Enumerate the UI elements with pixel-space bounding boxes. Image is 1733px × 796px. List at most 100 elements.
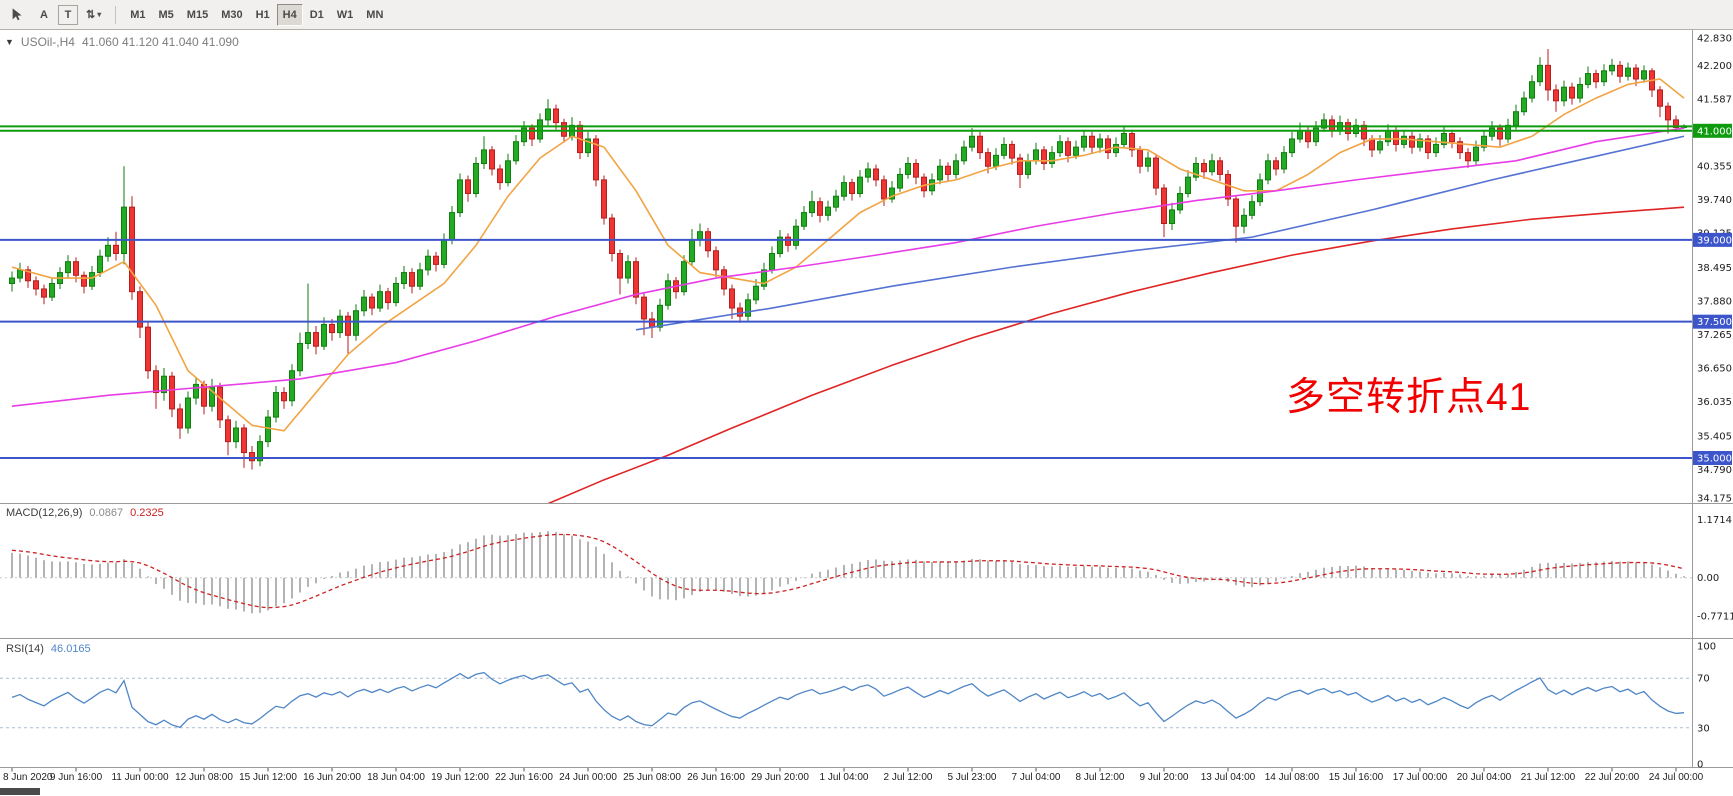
text-tool-button[interactable]: T <box>58 4 78 25</box>
timeframe-button-d1[interactable]: D1 <box>304 4 330 26</box>
timeframe-button-mn[interactable]: MN <box>360 4 389 26</box>
time-axis-label: 9 Jul 20:00 <box>1139 772 1189 783</box>
candle-body <box>1593 73 1599 83</box>
candle-body <box>481 149 487 165</box>
candle-body <box>9 277 15 284</box>
candle-body <box>689 239 695 263</box>
candle-body <box>337 315 343 334</box>
candle-body <box>977 135 983 154</box>
price-axis[interactable]: 42.83042.20041.58740.97040.35539.74039.1… <box>1693 34 1733 771</box>
timeframe-button-w1[interactable]: W1 <box>331 4 360 26</box>
candle-body <box>625 261 631 279</box>
candle-body <box>329 323 335 334</box>
price-level-badge <box>1693 314 1732 329</box>
macd-axis-label: 0.00 <box>1697 573 1719 584</box>
price-axis-label: 37.880 <box>1697 296 1732 307</box>
chart-ohlc-label: 41.060 41.120 41.040 41.090 <box>81 35 239 49</box>
candle-body <box>1577 83 1583 99</box>
candle-body <box>521 127 527 143</box>
candle-body <box>1097 138 1103 148</box>
timeframe-button-h1[interactable]: H1 <box>250 4 276 26</box>
candle-body <box>1329 119 1335 132</box>
candle-body <box>49 282 55 298</box>
candle-body <box>585 138 591 154</box>
candle-body <box>777 236 783 255</box>
candle-body <box>1505 124 1511 140</box>
candle-body <box>905 163 911 175</box>
candle-body <box>1137 149 1143 167</box>
timeframe-button-m30[interactable]: M30 <box>215 4 248 26</box>
rsi-name: RSI(14) <box>6 643 44 655</box>
candle-body <box>825 206 831 216</box>
candle-body <box>73 261 79 276</box>
candle-body <box>1065 141 1071 156</box>
rsi-line <box>11 671 1685 729</box>
timeframe-button-h4[interactable]: H4 <box>276 3 303 26</box>
candle-body <box>233 427 239 443</box>
macd-name: MACD(12,26,9) <box>6 507 83 519</box>
macd-signal-line <box>11 533 1685 609</box>
candle-body <box>1185 176 1191 195</box>
time-axis-label: 15 Jun 12:00 <box>239 772 297 783</box>
cycle-symbols-button[interactable]: ⇅ ▾ <box>80 4 107 26</box>
macd-signal-value: 0.2325 <box>130 507 164 519</box>
candle-body <box>1289 138 1295 154</box>
candle-body <box>377 291 383 309</box>
price-level-badge-text: 37.500 <box>1697 317 1732 328</box>
expand-triangle-icon[interactable]: ▼ <box>5 37 14 47</box>
timeframe-button-m1[interactable]: M1 <box>124 4 151 26</box>
candle-body <box>385 291 391 304</box>
time-axis-label: 8 Jun 2020 <box>3 772 53 783</box>
time-axis-label: 1 Jul 04:00 <box>819 772 869 783</box>
candle-body <box>1393 130 1399 145</box>
candle-body <box>1049 152 1055 165</box>
macd-axis-label: 1.1714 <box>1697 515 1732 526</box>
scrollbar-thumb[interactable] <box>0 788 40 795</box>
candle-body <box>537 119 543 140</box>
candle-body <box>697 231 703 241</box>
candle-body <box>425 255 431 271</box>
time-axis-label: 21 Jul 12:00 <box>1520 772 1576 783</box>
candle-body <box>1489 127 1495 137</box>
toolbar-separator <box>115 5 117 24</box>
chevron-down-icon: ▾ <box>97 10 102 19</box>
candle-body <box>1353 124 1359 135</box>
candle-body <box>1361 124 1367 140</box>
time-axis-label: 25 Jun 08:00 <box>623 772 681 783</box>
candle-body <box>1449 133 1455 143</box>
candle-body <box>353 310 359 336</box>
text-annotation-tool-button[interactable]: A <box>32 4 56 26</box>
candle-body <box>289 370 295 402</box>
candle-body <box>145 326 151 372</box>
timeframe-button-m5[interactable]: M5 <box>153 4 180 26</box>
candle-body <box>1617 64 1623 77</box>
candle-body <box>409 272 415 287</box>
time-axis-label: 26 Jun 16:00 <box>687 772 745 783</box>
candle-body <box>753 285 759 301</box>
rsi-pane <box>0 671 1692 729</box>
timeframe-button-m15[interactable]: M15 <box>181 4 214 26</box>
price-axis-label: 36.035 <box>1697 397 1732 408</box>
ma-fast-orange-line <box>11 78 1685 432</box>
candle-body <box>1273 160 1279 170</box>
candle-body <box>465 179 471 195</box>
chart-symbol-label: USOil-,H4 <box>20 35 75 49</box>
candle-body <box>1457 141 1463 154</box>
candle-body <box>169 375 175 410</box>
candle-body <box>1513 111 1519 126</box>
candle-body <box>1169 209 1175 225</box>
candle-body <box>401 272 407 284</box>
candle-body <box>1625 67 1631 77</box>
candle-body <box>65 261 71 274</box>
candle-body <box>457 179 463 214</box>
cursor-tool-button[interactable] <box>4 4 30 26</box>
time-axis-label: 19 Jun 12:00 <box>431 772 489 783</box>
candle-body <box>1561 86 1567 102</box>
candle-body <box>185 397 191 429</box>
candle-body <box>1265 160 1271 181</box>
price-axis-label: 42.200 <box>1697 61 1732 72</box>
candle-body <box>857 176 863 195</box>
price-axis-label: 39.740 <box>1697 195 1732 206</box>
candle-body <box>913 163 919 178</box>
